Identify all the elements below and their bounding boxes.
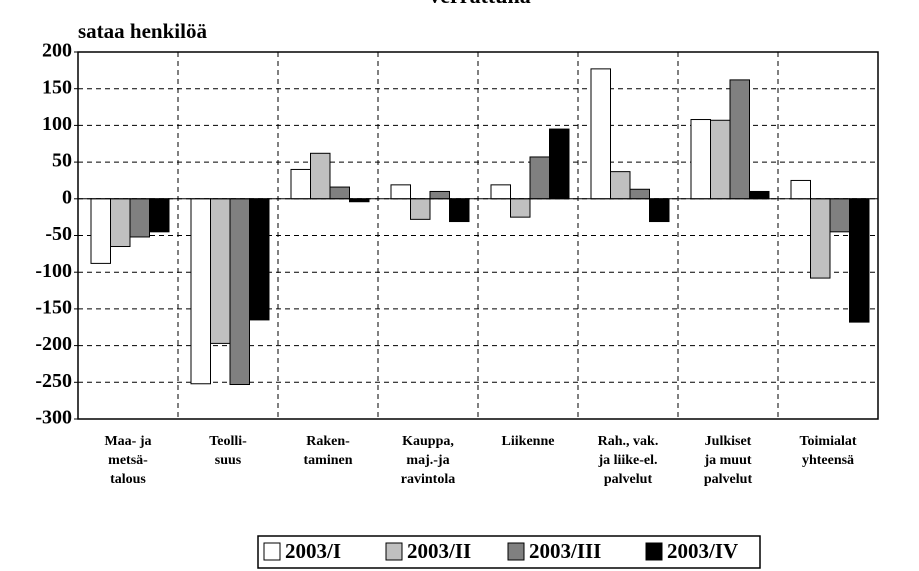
x-tick-label: Rah., vak. ja liike-el. palvelut [597, 434, 658, 487]
x-tick-label: Toimialat yhteensä [799, 434, 856, 468]
x-tick-label: Raken-taminen [304, 434, 353, 468]
bar [449, 198, 470, 223]
bar [310, 152, 331, 200]
bar [849, 198, 870, 323]
bar [429, 190, 450, 200]
x-tick-label: Julkiset ja muut palvelut [703, 434, 752, 487]
bar [410, 198, 431, 220]
bar [690, 119, 711, 200]
chart-title: verrattuna [429, 0, 530, 8]
bar [390, 184, 411, 200]
bar [590, 68, 611, 200]
y-tick-label: -100 [35, 260, 72, 282]
bar [490, 184, 511, 200]
y-tick-label: -150 [35, 296, 72, 318]
bar [710, 119, 731, 200]
y-tick-label: 100 [42, 113, 72, 135]
y-tick-label: 150 [42, 76, 72, 98]
bar [729, 79, 750, 200]
bar [510, 198, 531, 218]
bar [749, 190, 770, 200]
bar [810, 198, 831, 279]
bar [629, 188, 650, 200]
bar [529, 156, 550, 200]
x-tick-label: Liikenne [502, 434, 555, 449]
bar [149, 198, 170, 233]
legend-swatch [645, 542, 663, 561]
legend-label: 2003/I [285, 539, 341, 563]
bar [129, 198, 150, 238]
bar [249, 198, 270, 321]
bar [229, 198, 250, 386]
legend-swatch [507, 542, 525, 561]
plot-border [77, 51, 879, 420]
y-tick-label: -250 [35, 370, 72, 392]
y-tick-label: -300 [35, 407, 72, 429]
bar [110, 198, 131, 248]
y-axis-label: sataa henkilöä [78, 19, 207, 43]
y-tick-label: 200 [42, 40, 72, 62]
bar [610, 171, 631, 200]
y-tick-label: -200 [35, 333, 72, 355]
y-tick-label: -50 [45, 223, 72, 245]
legend-label: 2003/III [529, 539, 601, 563]
x-tick-label: Maa- ja metsä-talous [104, 434, 151, 487]
bar [549, 128, 570, 200]
bar [90, 198, 111, 264]
y-tick-label: 0 [62, 186, 72, 208]
bar [190, 198, 211, 385]
bar [790, 179, 811, 200]
legend-swatch [385, 542, 403, 561]
x-tick-label: Kauppa, maj.-ja ravintola [401, 434, 455, 487]
bar [329, 186, 350, 200]
bar [829, 198, 850, 233]
bar [210, 198, 231, 344]
bar [290, 168, 311, 200]
legend-swatch [263, 542, 281, 561]
bar [649, 198, 670, 223]
x-tick-label: Teolli-suus [209, 434, 247, 468]
legend-label: 2003/II [407, 539, 471, 563]
y-tick-label: 50 [52, 150, 72, 172]
legend-label: 2003/IV [667, 539, 738, 563]
